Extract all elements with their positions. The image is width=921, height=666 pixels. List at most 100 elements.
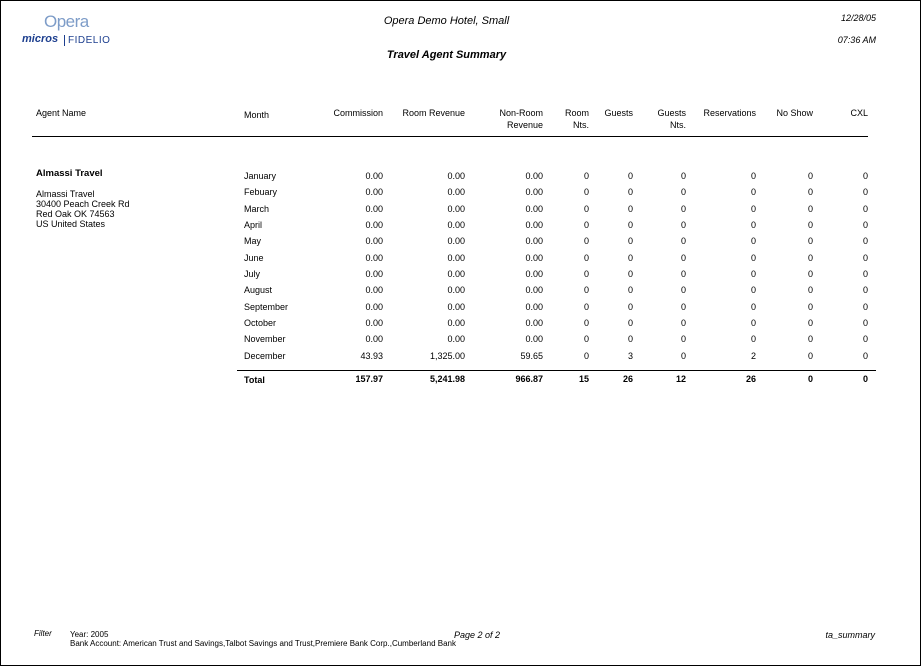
total-cxl: 0 — [862, 374, 868, 384]
table-cell-reservations: 0 — [750, 285, 756, 295]
table-cell-no-show: 0 — [807, 302, 813, 312]
header-divider — [32, 136, 868, 137]
table-cell-commission: 0.00 — [365, 236, 383, 246]
table-cell-no-show: 0 — [807, 204, 813, 214]
table-cell-reservations: 0 — [750, 187, 756, 197]
table-cell-room-revenue: 0.00 — [447, 334, 465, 344]
table-cell-reservations: 0 — [750, 334, 756, 344]
table-cell-guests: 0 — [627, 187, 633, 197]
table-cell-month: August — [244, 285, 273, 295]
report-time: 07:36 AM — [837, 35, 876, 45]
micros-logo: micros — [22, 33, 59, 45]
table-cell-commission: 0.00 — [365, 204, 383, 214]
report-date: 12/28/05 — [840, 13, 876, 23]
fidelio-logo: FIDELIO — [64, 35, 110, 46]
table-cell-no-show: 0 — [807, 285, 813, 295]
table-cell-guests: 0 — [627, 236, 633, 246]
filter-label: Filter — [34, 629, 52, 638]
column-header-cxl: CXL — [850, 108, 868, 118]
table-cell-room-nights: 0 — [583, 318, 589, 328]
filter-year: Year: 2005 — [70, 630, 109, 639]
table-cell-guests: 0 — [627, 334, 633, 344]
table-cell-commission: 0.00 — [365, 302, 383, 312]
table-cell-guests: 0 — [627, 269, 633, 279]
total-no-show: 0 — [807, 374, 813, 384]
table-cell-guest-nights: 0 — [680, 302, 686, 312]
table-cell-room-nights: 0 — [583, 220, 589, 230]
page-number: Page 2 of 2 — [454, 630, 501, 640]
table-cell-cxl: 0 — [862, 236, 868, 246]
table-cell-room-nights: 0 — [583, 285, 589, 295]
agent-address-line: Red Oak OK 74563 — [36, 209, 115, 219]
table-cell-room-nights: 0 — [583, 187, 589, 197]
table-cell-cxl: 0 — [862, 334, 868, 344]
column-header-month: Month — [244, 110, 270, 120]
table-cell-room-nights: 0 — [583, 236, 589, 246]
table-cell-non-room-revenue: 0.00 — [525, 318, 543, 328]
table-cell-reservations: 0 — [750, 253, 756, 263]
table-cell-room-revenue: 1,325.00 — [429, 351, 465, 361]
table-cell-reservations: 2 — [750, 351, 756, 361]
table-cell-guests: 0 — [627, 204, 633, 214]
table-cell-non-room-revenue: 0.00 — [525, 204, 543, 214]
table-cell-cxl: 0 — [862, 318, 868, 328]
total-guest-nights: 12 — [675, 374, 686, 384]
table-cell-commission: 0.00 — [365, 269, 383, 279]
table-cell-no-show: 0 — [807, 334, 813, 344]
table-cell-no-show: 0 — [807, 171, 813, 181]
table-cell-guests: 0 — [627, 285, 633, 295]
table-cell-no-show: 0 — [807, 269, 813, 279]
table-cell-guest-nights: 0 — [680, 253, 686, 263]
total-non-room-revenue: 966.87 — [515, 374, 543, 384]
table-cell-month: October — [244, 318, 277, 328]
table-cell-guest-nights: 0 — [680, 187, 686, 197]
table-cell-room-revenue: 0.00 — [447, 269, 465, 279]
table-cell-guest-nights: 0 — [680, 236, 686, 246]
table-cell-month: December — [244, 351, 286, 361]
table-cell-no-show: 0 — [807, 351, 813, 361]
table-cell-month: January — [244, 171, 277, 181]
table-cell-month: July — [244, 269, 261, 279]
table-cell-guest-nights: 0 — [680, 269, 686, 279]
table-cell-commission: 0.00 — [365, 187, 383, 197]
table-cell-commission: 43.93 — [360, 351, 383, 361]
agent-address-line: US United States — [36, 219, 106, 229]
agent-name: Almassi Travel — [36, 168, 103, 179]
report-title: Travel Agent Summary — [386, 49, 507, 61]
total-room-revenue: 5,241.98 — [429, 374, 465, 384]
table-cell-cxl: 0 — [862, 285, 868, 295]
table-cell-room-revenue: 0.00 — [447, 171, 465, 181]
table-cell-no-show: 0 — [807, 187, 813, 197]
table-cell-guest-nights: 0 — [680, 285, 686, 295]
table-cell-room-nights: 0 — [583, 253, 589, 263]
column-header-guest-nights: Guests Nts. — [657, 108, 686, 130]
table-cell-guests: 0 — [627, 253, 633, 263]
table-cell-reservations: 0 — [750, 220, 756, 230]
table-cell-month: June — [244, 253, 264, 263]
table-cell-guests: 0 — [627, 171, 633, 181]
table-cell-non-room-revenue: 0.00 — [525, 236, 543, 246]
table-cell-non-room-revenue: 0.00 — [525, 334, 543, 344]
column-header-non-room-revenue: Non-Room Revenue — [499, 108, 543, 130]
table-cell-month: April — [244, 220, 263, 230]
table-cell-guest-nights: 0 — [680, 220, 686, 230]
table-cell-non-room-revenue: 0.00 — [525, 253, 543, 263]
table-cell-room-nights: 0 — [583, 302, 589, 312]
table-cell-room-revenue: 0.00 — [447, 253, 465, 263]
table-cell-guest-nights: 0 — [680, 351, 686, 361]
table-cell-commission: 0.00 — [365, 171, 383, 181]
table-cell-cxl: 0 — [862, 351, 868, 361]
table-cell-month: May — [244, 236, 262, 246]
table-cell-commission: 0.00 — [365, 253, 383, 263]
table-cell-no-show: 0 — [807, 220, 813, 230]
table-cell-cxl: 0 — [862, 187, 868, 197]
table-cell-non-room-revenue: 0.00 — [525, 269, 543, 279]
table-cell-room-revenue: 0.00 — [447, 220, 465, 230]
table-cell-room-revenue: 0.00 — [447, 285, 465, 295]
table-cell-guests: 0 — [627, 220, 633, 230]
table-cell-reservations: 0 — [750, 269, 756, 279]
table-cell-reservations: 0 — [750, 204, 756, 214]
table-cell-room-revenue: 0.00 — [447, 236, 465, 246]
table-cell-room-nights: 0 — [583, 204, 589, 214]
table-cell-month: March — [244, 204, 270, 214]
